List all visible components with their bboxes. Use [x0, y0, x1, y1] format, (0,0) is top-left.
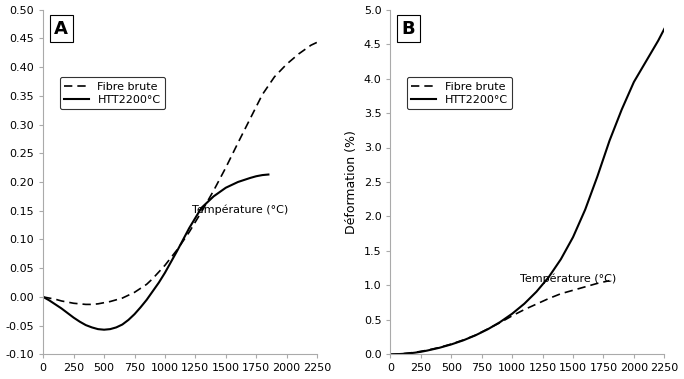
- Text: B: B: [402, 20, 415, 38]
- Legend: Fibre brute, HTT2200°C: Fibre brute, HTT2200°C: [407, 77, 512, 109]
- Y-axis label: Déformation (%): Déformation (%): [345, 130, 358, 234]
- Text: A: A: [54, 20, 68, 38]
- Text: Température (°C): Température (°C): [192, 204, 289, 215]
- Text: Température (°C): Température (°C): [521, 273, 616, 284]
- Legend: Fibre brute, HTT2200°C: Fibre brute, HTT2200°C: [60, 77, 165, 109]
